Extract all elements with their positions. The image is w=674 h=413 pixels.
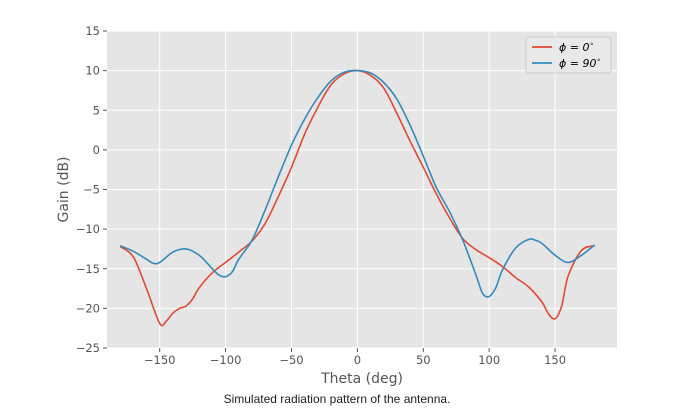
x-tick-label: 100 [478, 353, 500, 367]
legend: ϕ = 0∘ ϕ = 90∘ [525, 36, 612, 74]
y-tick-label: −25 [76, 341, 100, 355]
legend-box [525, 36, 612, 74]
series-lines [119, 69, 596, 327]
figure-caption: Simulated radiation pattern of the anten… [223, 392, 451, 406]
y-axis-ticks: −25 −20 −15 −10 −5 0 5 10 15 [76, 24, 107, 355]
x-tick-label: 0 [354, 353, 361, 367]
y-tick-label: −20 [76, 301, 100, 315]
x-axis-ticks: −150 −100 −50 0 50 100 150 [144, 348, 566, 367]
radiation-pattern-chart: −150 −100 −50 0 50 100 150 −25−20−15−10−505101… [56, 24, 617, 387]
x-tick-label: −100 [210, 353, 242, 367]
y-tick-label: −15 [76, 262, 100, 276]
y-axis-label: Gain (dB) [56, 156, 72, 222]
y-tick-label: 0 [93, 143, 100, 157]
x-tick-label: 50 [416, 353, 431, 367]
x-tick-label: −50 [279, 353, 303, 367]
x-axis-label: Theta (deg) [320, 371, 403, 387]
series-line-1 [119, 69, 596, 298]
y-tick-label: −10 [76, 222, 100, 236]
y-tick-label: 5 [93, 103, 100, 117]
y-tick-label: 15 [85, 24, 100, 38]
x-tick-label: 150 [544, 353, 566, 367]
legend-label-1: ϕ = 90∘ [559, 56, 601, 70]
y-tick-label: 10 [85, 64, 100, 78]
legend-label-0: ϕ = 0∘ [559, 40, 594, 54]
x-tick-label: −150 [144, 353, 176, 367]
y-tick-label: −5 [83, 183, 100, 197]
